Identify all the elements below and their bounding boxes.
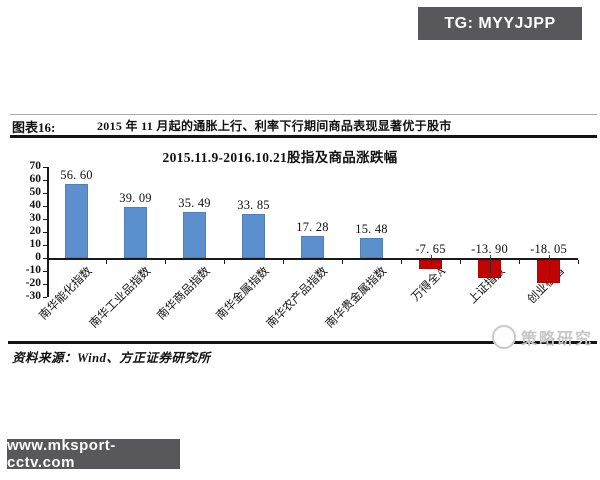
x-axis-tick bbox=[106, 259, 108, 264]
figure-title: 2015 年 11 月起的通胀上行、利率下行期间商品表现显著优于股市 bbox=[97, 119, 452, 133]
positive-bar bbox=[301, 235, 324, 258]
bar-value-label: -13. 90 bbox=[471, 242, 508, 256]
positive-bar bbox=[65, 184, 88, 258]
x-axis-tick bbox=[460, 259, 462, 264]
figure-bottom-rule bbox=[8, 341, 597, 344]
y-axis-tick-label: 10 bbox=[29, 238, 42, 250]
y-axis-tick bbox=[43, 166, 47, 168]
x-axis-category-label: 南华贵金属指数 bbox=[323, 265, 390, 331]
positive-bar bbox=[124, 207, 147, 258]
label-leader-line bbox=[548, 255, 550, 279]
publisher-watermark: 策略研究 bbox=[492, 325, 593, 349]
label-leader-line bbox=[489, 255, 491, 274]
y-axis-tick-label: 70 bbox=[29, 160, 42, 172]
data-source-note: 资料来源：Wind、方正证券研究所 bbox=[12, 351, 211, 365]
y-axis-tick bbox=[43, 205, 47, 207]
label-leader-line bbox=[430, 255, 432, 265]
bar-value-label: 39. 09 bbox=[119, 191, 152, 206]
bar-value-label: 17. 28 bbox=[296, 219, 329, 234]
x-axis-category-label: 南华商品指数 bbox=[154, 265, 213, 323]
bar-value-label: 33. 85 bbox=[237, 197, 270, 212]
y-axis-tick bbox=[43, 244, 47, 246]
y-axis-tick-label: -20 bbox=[25, 277, 41, 289]
positive-bar bbox=[360, 237, 383, 258]
x-axis-line bbox=[47, 258, 578, 260]
tg-contact-badge: TG: MYYJJPP bbox=[418, 7, 582, 40]
y-axis-tick-label: 20 bbox=[29, 225, 42, 237]
y-axis-tick-label: 60 bbox=[29, 173, 42, 185]
y-axis-tick bbox=[43, 270, 47, 272]
watermark-text: 策略研究 bbox=[521, 331, 594, 348]
x-axis-category-label: 南华工业品指数 bbox=[87, 265, 154, 331]
figure-top-rule bbox=[10, 114, 597, 115]
y-axis-tick bbox=[43, 283, 47, 285]
website-watermark-badge: www.mksport-cctv.com bbox=[7, 437, 180, 471]
x-axis-category-label: 南华金属指数 bbox=[213, 265, 272, 323]
bar-value-label: -7. 65 bbox=[415, 242, 446, 256]
figure-number-label: 图表16: bbox=[12, 120, 56, 135]
bar-value-label: 35. 49 bbox=[178, 195, 211, 210]
y-axis-tick bbox=[43, 231, 47, 233]
y-axis-line bbox=[47, 167, 49, 297]
bar-value-label: 56. 60 bbox=[60, 168, 93, 183]
x-axis-tick bbox=[165, 259, 167, 264]
y-axis-tick-label: 40 bbox=[29, 199, 42, 211]
chart-title: 2015.11.9-2016.10.21股指及商品涨跌幅 bbox=[162, 150, 398, 165]
x-axis-category-label: 南华能化指数 bbox=[36, 265, 95, 323]
y-axis-tick bbox=[43, 192, 47, 194]
positive-bar bbox=[183, 211, 206, 258]
x-axis-tick bbox=[224, 259, 226, 264]
y-axis-tick bbox=[43, 257, 47, 259]
figure-header-rule bbox=[10, 135, 597, 138]
y-axis-tick bbox=[43, 218, 47, 220]
x-axis-tick bbox=[283, 259, 285, 264]
x-axis-tick bbox=[401, 259, 403, 264]
y-axis-tick-label: 30 bbox=[29, 212, 42, 224]
x-axis-category-label: 南华农产品指数 bbox=[264, 265, 331, 331]
y-axis-tick bbox=[43, 179, 47, 181]
y-axis-tick bbox=[43, 296, 47, 298]
y-axis-tick-label: -30 bbox=[25, 290, 41, 302]
y-axis-tick-label: 50 bbox=[29, 186, 42, 198]
x-axis-tick bbox=[342, 259, 344, 264]
x-axis-tick bbox=[519, 259, 521, 264]
y-axis-tick-label: -10 bbox=[25, 264, 41, 276]
publisher-logo-icon bbox=[492, 325, 516, 349]
positive-bar bbox=[242, 213, 265, 258]
bar-value-label: -18. 05 bbox=[530, 242, 567, 256]
bar-value-label: 15. 48 bbox=[355, 221, 388, 236]
y-axis-tick-label: 0 bbox=[35, 251, 41, 263]
x-axis-tick bbox=[578, 259, 580, 264]
